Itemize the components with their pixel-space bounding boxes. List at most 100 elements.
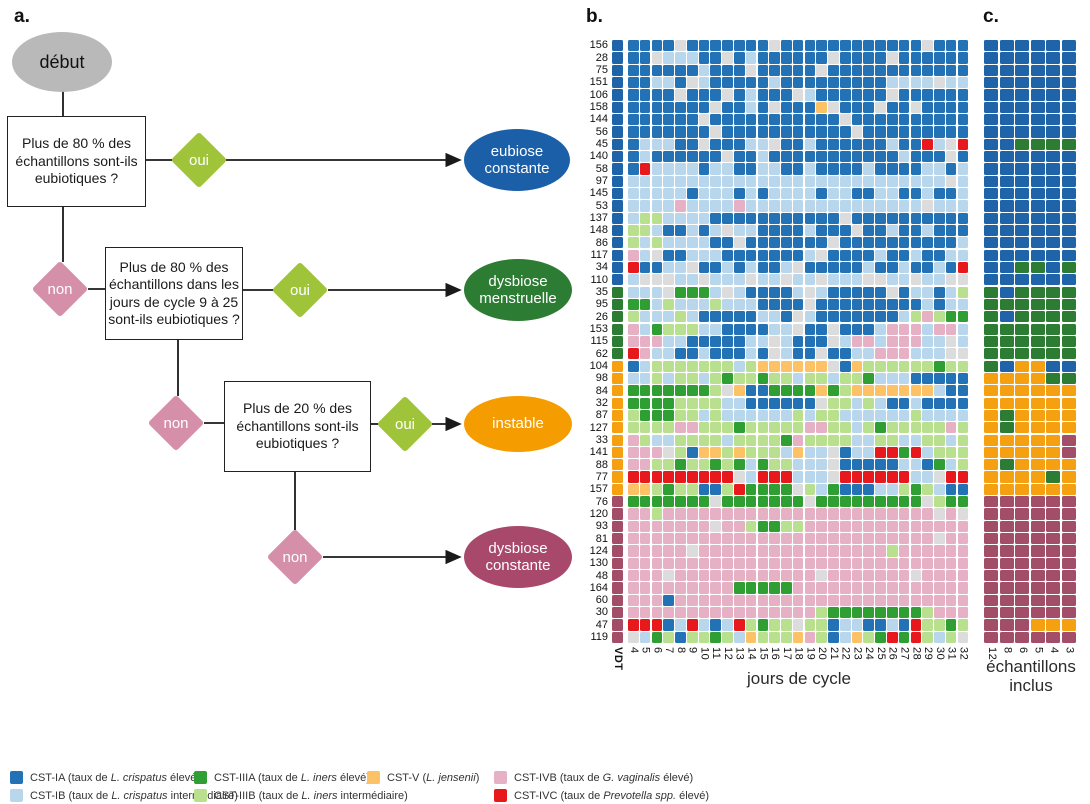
heatmap-cell bbox=[675, 533, 686, 545]
heatmap-cell bbox=[816, 385, 827, 397]
heatmap-cell bbox=[769, 126, 780, 138]
heatmap-cell bbox=[663, 298, 674, 311]
heatmap-cell bbox=[698, 471, 710, 483]
heatmap-cell bbox=[781, 163, 792, 175]
classification-cell bbox=[984, 237, 998, 249]
heatmap-cell bbox=[675, 175, 686, 187]
heatmap-cell bbox=[639, 237, 651, 249]
heatmap-cell bbox=[757, 459, 769, 471]
heatmap-cell bbox=[733, 212, 745, 224]
heatmap-cell bbox=[875, 175, 886, 187]
classification-cell bbox=[984, 533, 998, 545]
classification-cell bbox=[984, 335, 998, 348]
vdt-cell bbox=[612, 261, 623, 274]
heatmap-cell bbox=[722, 508, 733, 520]
classification-cell bbox=[1061, 385, 1076, 397]
heatmap-cell bbox=[663, 77, 674, 89]
heatmap-cell bbox=[934, 187, 945, 200]
classification-cell bbox=[1061, 422, 1076, 434]
heatmap-cell bbox=[957, 89, 969, 101]
heatmap-cell bbox=[863, 607, 875, 619]
xtick-day: 4 bbox=[627, 647, 640, 654]
heatmap-cell bbox=[898, 348, 910, 360]
heatmap-cell bbox=[722, 40, 733, 52]
heatmap-cell bbox=[828, 114, 839, 126]
heatmap-cell bbox=[898, 286, 910, 298]
classification-cell bbox=[984, 64, 998, 76]
classification-cell bbox=[1046, 434, 1060, 446]
heatmap-cell bbox=[663, 286, 674, 298]
heatmap-cell bbox=[957, 40, 969, 52]
heatmap-cell bbox=[686, 89, 698, 101]
heatmap-cell bbox=[686, 323, 698, 335]
heatmap-cell bbox=[628, 631, 639, 643]
xtick-day: 20 bbox=[816, 647, 829, 661]
heatmap-cell bbox=[886, 483, 898, 496]
heatmap-cell bbox=[804, 187, 816, 200]
heatmap-cell bbox=[875, 570, 886, 582]
classification-cell bbox=[984, 212, 998, 224]
heatmap-cell bbox=[651, 471, 663, 483]
heatmap-cell bbox=[698, 212, 710, 224]
heatmap-cell bbox=[757, 446, 769, 459]
heatmap-cell bbox=[922, 323, 933, 335]
heatmap-cell bbox=[769, 335, 780, 348]
row-label: 93 bbox=[595, 520, 608, 533]
heatmap-cell bbox=[828, 496, 839, 508]
heatmap-cell bbox=[886, 298, 898, 311]
heatmap-cell bbox=[781, 114, 792, 126]
heatmap-cell bbox=[710, 150, 722, 163]
heatmap-cell bbox=[851, 150, 863, 163]
heatmap-cell bbox=[886, 114, 898, 126]
heatmap-cell bbox=[757, 89, 769, 101]
heatmap-cell bbox=[922, 582, 933, 594]
heatmap-cell bbox=[910, 237, 922, 249]
xtick-day: 27 bbox=[898, 647, 911, 661]
heatmap-cell bbox=[781, 409, 792, 422]
heatmap-cell bbox=[945, 163, 957, 175]
classification-cell bbox=[999, 126, 1014, 138]
heatmap-cell bbox=[804, 360, 816, 372]
heatmap-cell bbox=[863, 311, 875, 323]
heatmap-cell bbox=[957, 286, 969, 298]
heatmap-cell bbox=[651, 237, 663, 249]
heatmap-cell bbox=[910, 212, 922, 224]
xaxis-title-echantillons-inclus: échantillons inclus bbox=[986, 657, 1076, 695]
classification-cell bbox=[1046, 483, 1060, 496]
heatmap-cell bbox=[922, 446, 933, 459]
heatmap-cell bbox=[886, 77, 898, 89]
classification-cell bbox=[1061, 471, 1076, 483]
legend-item: CST-IVC (taux de Prevotella spp. élevé) bbox=[494, 789, 709, 802]
heatmap-cell bbox=[957, 237, 969, 249]
heatmap-cell bbox=[934, 323, 945, 335]
heatmap-cell bbox=[804, 286, 816, 298]
heatmap-cell bbox=[886, 459, 898, 471]
heatmap-cell bbox=[675, 607, 686, 619]
classification-cell bbox=[999, 52, 1014, 64]
heatmap-cell bbox=[839, 594, 851, 606]
heatmap-cell bbox=[663, 335, 674, 348]
classification-cell bbox=[1015, 508, 1029, 520]
heatmap-cell bbox=[851, 446, 863, 459]
heatmap-cell bbox=[781, 582, 792, 594]
classification-cell bbox=[999, 323, 1014, 335]
heatmap-cell bbox=[863, 570, 875, 582]
heatmap-cell bbox=[945, 286, 957, 298]
heatmap-cell bbox=[816, 446, 827, 459]
heatmap-cell bbox=[828, 323, 839, 335]
heatmap-cell bbox=[639, 397, 651, 409]
heatmap-cell bbox=[675, 582, 686, 594]
classification-cell bbox=[984, 631, 998, 643]
heatmap-cell bbox=[804, 446, 816, 459]
classification-cell bbox=[999, 348, 1014, 360]
heatmap-cell bbox=[757, 619, 769, 631]
heatmap-cell bbox=[886, 261, 898, 274]
heatmap-cell bbox=[733, 570, 745, 582]
heatmap-cell bbox=[710, 446, 722, 459]
heatmap-cell bbox=[886, 570, 898, 582]
classification-cell bbox=[984, 360, 998, 372]
classification-cell bbox=[984, 471, 998, 483]
heatmap-cell bbox=[722, 557, 733, 569]
heatmap-cell bbox=[910, 348, 922, 360]
heatmap-cell bbox=[781, 237, 792, 249]
